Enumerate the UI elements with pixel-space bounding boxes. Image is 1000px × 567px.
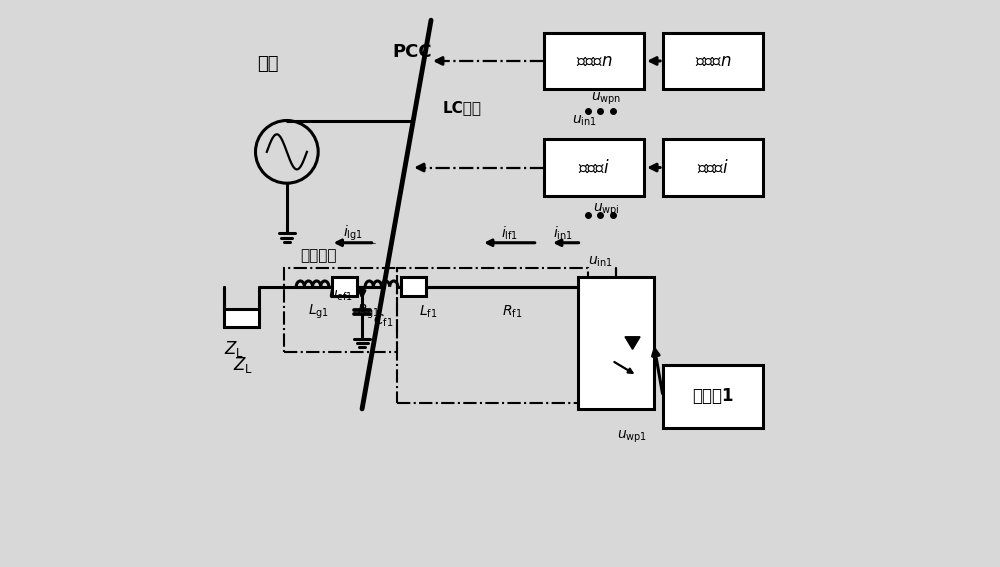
Bar bbox=[663, 365, 763, 428]
Text: 微电源1: 微电源1 bbox=[692, 387, 734, 405]
Bar bbox=[401, 277, 426, 296]
Polygon shape bbox=[625, 337, 640, 349]
Bar bbox=[544, 33, 644, 89]
Text: $i_{\mathsf{lf1}}$: $i_{\mathsf{lf1}}$ bbox=[501, 225, 518, 242]
Text: $u_{\mathsf{in1}}$: $u_{\mathsf{in1}}$ bbox=[588, 255, 613, 269]
Bar bbox=[663, 139, 763, 196]
Bar bbox=[578, 277, 654, 409]
Text: PCC: PCC bbox=[392, 43, 432, 61]
Text: $u_{\mathsf{wpn}}$: $u_{\mathsf{wpn}}$ bbox=[591, 90, 622, 107]
Text: $R_{\mathsf{g1}}$: $R_{\mathsf{g1}}$ bbox=[357, 303, 380, 321]
Text: 微电源$n$: 微电源$n$ bbox=[695, 52, 731, 70]
Bar bbox=[224, 308, 259, 327]
Text: $Z_{\mathsf{L}}$: $Z_{\mathsf{L}}$ bbox=[224, 339, 244, 359]
Text: $R_{\mathsf{f1}}$: $R_{\mathsf{f1}}$ bbox=[502, 303, 523, 320]
Text: $Z_{\mathsf{L}}$: $Z_{\mathsf{L}}$ bbox=[233, 355, 253, 375]
Text: $u_{\mathsf{cf1}}$: $u_{\mathsf{cf1}}$ bbox=[328, 289, 353, 303]
Text: $i_{\mathsf{in1}}$: $i_{\mathsf{in1}}$ bbox=[553, 225, 573, 242]
Text: $u_{\mathsf{in1}}$: $u_{\mathsf{in1}}$ bbox=[572, 113, 597, 128]
Bar bbox=[332, 277, 357, 296]
Text: LC滤波: LC滤波 bbox=[443, 100, 482, 116]
Text: $i_{\mathsf{lg1}}$: $i_{\mathsf{lg1}}$ bbox=[343, 224, 363, 243]
Text: 微电源$i$: 微电源$i$ bbox=[697, 159, 729, 176]
Text: 电网: 电网 bbox=[257, 55, 279, 73]
Text: $u_{\mathsf{wp1}}$: $u_{\mathsf{wp1}}$ bbox=[617, 429, 647, 445]
Bar bbox=[544, 139, 644, 196]
Bar bbox=[284, 268, 397, 353]
Text: $u_{\mathsf{wpi}}$: $u_{\mathsf{wpi}}$ bbox=[593, 201, 620, 218]
Text: $L_{\mathsf{f1}}$: $L_{\mathsf{f1}}$ bbox=[419, 303, 437, 320]
Text: $C_{\mathsf{f1}}$: $C_{\mathsf{f1}}$ bbox=[373, 313, 394, 329]
Bar bbox=[663, 33, 763, 89]
Text: $L_{\mathsf{g1}}$: $L_{\mathsf{g1}}$ bbox=[308, 303, 329, 321]
Text: 逆变器$n$: 逆变器$n$ bbox=[576, 52, 612, 70]
Text: 连接阻抗: 连接阻抗 bbox=[300, 248, 336, 263]
Bar bbox=[397, 268, 588, 403]
Text: 逆变器$i$: 逆变器$i$ bbox=[578, 159, 610, 176]
